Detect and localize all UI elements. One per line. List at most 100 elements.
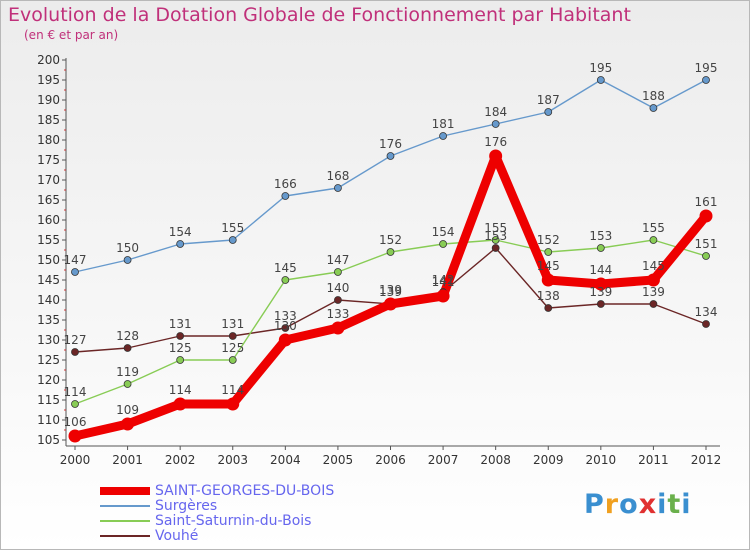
data-point <box>702 76 710 84</box>
data-point <box>121 417 135 431</box>
data-label: 139 <box>642 285 665 299</box>
y-tick-label: 145 <box>37 273 60 287</box>
y-tick-label: 195 <box>37 73 60 87</box>
proxiti-logo: Proxiti <box>584 489 692 520</box>
data-point <box>489 149 503 163</box>
data-point <box>176 240 185 248</box>
x-tick-label: 2006 <box>375 453 406 467</box>
data-label: 131 <box>169 317 192 331</box>
y-tick-label: 130 <box>37 333 60 347</box>
legend-item-surgeres: Surgères <box>100 498 400 514</box>
legend-label: Vouhé <box>155 528 199 544</box>
y-tick-label: 155 <box>37 233 60 247</box>
data-label: 168 <box>326 169 349 183</box>
data-point <box>176 356 185 364</box>
data-label: 176 <box>379 137 402 151</box>
data-point <box>384 297 397 311</box>
data-label: 138 <box>537 289 560 303</box>
data-label: 109 <box>116 403 139 417</box>
data-point <box>436 289 450 303</box>
data-point <box>649 236 658 244</box>
data-point <box>649 104 658 112</box>
data-label: 166 <box>274 177 297 191</box>
data-point <box>71 348 79 356</box>
data-point <box>596 300 605 308</box>
legend-label: Saint-Saturnin-du-Bois <box>155 513 312 529</box>
data-point <box>646 273 660 287</box>
data-label: 153 <box>484 229 507 243</box>
legend: SAINT-GEORGES-DU-BOIS Surgères Saint-Sat… <box>100 483 400 544</box>
x-tick-label: 2009 <box>533 453 564 467</box>
legend-swatch <box>100 505 150 507</box>
data-point <box>334 184 342 192</box>
data-label: 119 <box>116 365 139 379</box>
y-tick-label: 175 <box>37 153 60 167</box>
data-label: 155 <box>484 221 507 235</box>
data-label: 139 <box>379 283 402 297</box>
series-points <box>68 76 713 443</box>
data-label: 147 <box>64 253 87 267</box>
data-label: 181 <box>432 117 455 131</box>
chart-subtitle: (en € et par an) <box>24 28 119 42</box>
data-label: 128 <box>116 329 139 343</box>
data-label: 145 <box>642 259 665 273</box>
data-label: 139 <box>379 285 402 299</box>
series-labels: 127 128 131 131 133 140 139 142 153 138 139 139 134 1… <box>64 61 718 429</box>
y-tick-label: 165 <box>37 193 60 207</box>
data-label: 144 <box>589 263 612 277</box>
data-point <box>123 256 132 264</box>
y-tick-label: 120 <box>37 373 60 387</box>
y-tick-label: 110 <box>37 413 60 427</box>
logo-letter: i <box>657 489 668 520</box>
data-label: 133 <box>326 307 349 321</box>
data-point <box>594 277 608 291</box>
data-label: 151 <box>695 237 718 251</box>
logo-letter: i <box>681 489 692 520</box>
data-label: 147 <box>326 253 349 267</box>
y-tick-label: 170 <box>37 173 60 187</box>
data-label: 187 <box>537 93 560 107</box>
data-label: 114 <box>169 383 192 397</box>
data-point <box>439 240 447 248</box>
y-tick-label: 190 <box>37 93 60 107</box>
data-label: 195 <box>589 61 612 75</box>
y-tick-label: 140 <box>37 293 60 307</box>
data-point <box>541 273 555 287</box>
x-tick-label: 2012 <box>691 453 722 467</box>
x-tick-label: 2001 <box>112 453 143 467</box>
data-point <box>228 236 237 244</box>
data-point <box>544 108 553 116</box>
data-point <box>68 429 82 443</box>
data-point <box>702 320 710 328</box>
data-point <box>123 344 132 352</box>
data-point <box>544 248 553 256</box>
logo-letter: x <box>638 489 658 520</box>
data-label: 106 <box>64 415 87 429</box>
data-label: 130 <box>274 319 297 333</box>
data-label: 127 <box>64 333 87 347</box>
data-point <box>71 268 79 276</box>
data-point <box>228 332 237 340</box>
data-label: 139 <box>589 285 612 299</box>
data-point <box>281 276 290 284</box>
data-point <box>544 304 553 312</box>
legend-item-saint-saturnin: Saint-Saturnin-du-Bois <box>100 513 400 529</box>
data-point <box>71 400 79 408</box>
legend-label: Surgères <box>155 498 218 514</box>
x-tick-label: 2004 <box>270 453 301 467</box>
data-label: 155 <box>642 221 665 235</box>
logo-letter: P <box>584 489 605 520</box>
data-label: 184 <box>484 105 507 119</box>
data-point <box>226 397 240 411</box>
y-tick-label: 160 <box>37 213 60 227</box>
data-label: 145 <box>274 261 297 275</box>
x-tick-label: 2002 <box>165 453 196 467</box>
data-label: 145 <box>537 259 560 273</box>
data-point <box>176 332 185 340</box>
data-label: 114 <box>221 383 244 397</box>
x-tick-label: 2010 <box>586 453 617 467</box>
chart-axes: 105 110 115 120 125 130 135 140 145 150 155 160 165 1… <box>37 53 721 467</box>
data-point <box>702 252 710 260</box>
